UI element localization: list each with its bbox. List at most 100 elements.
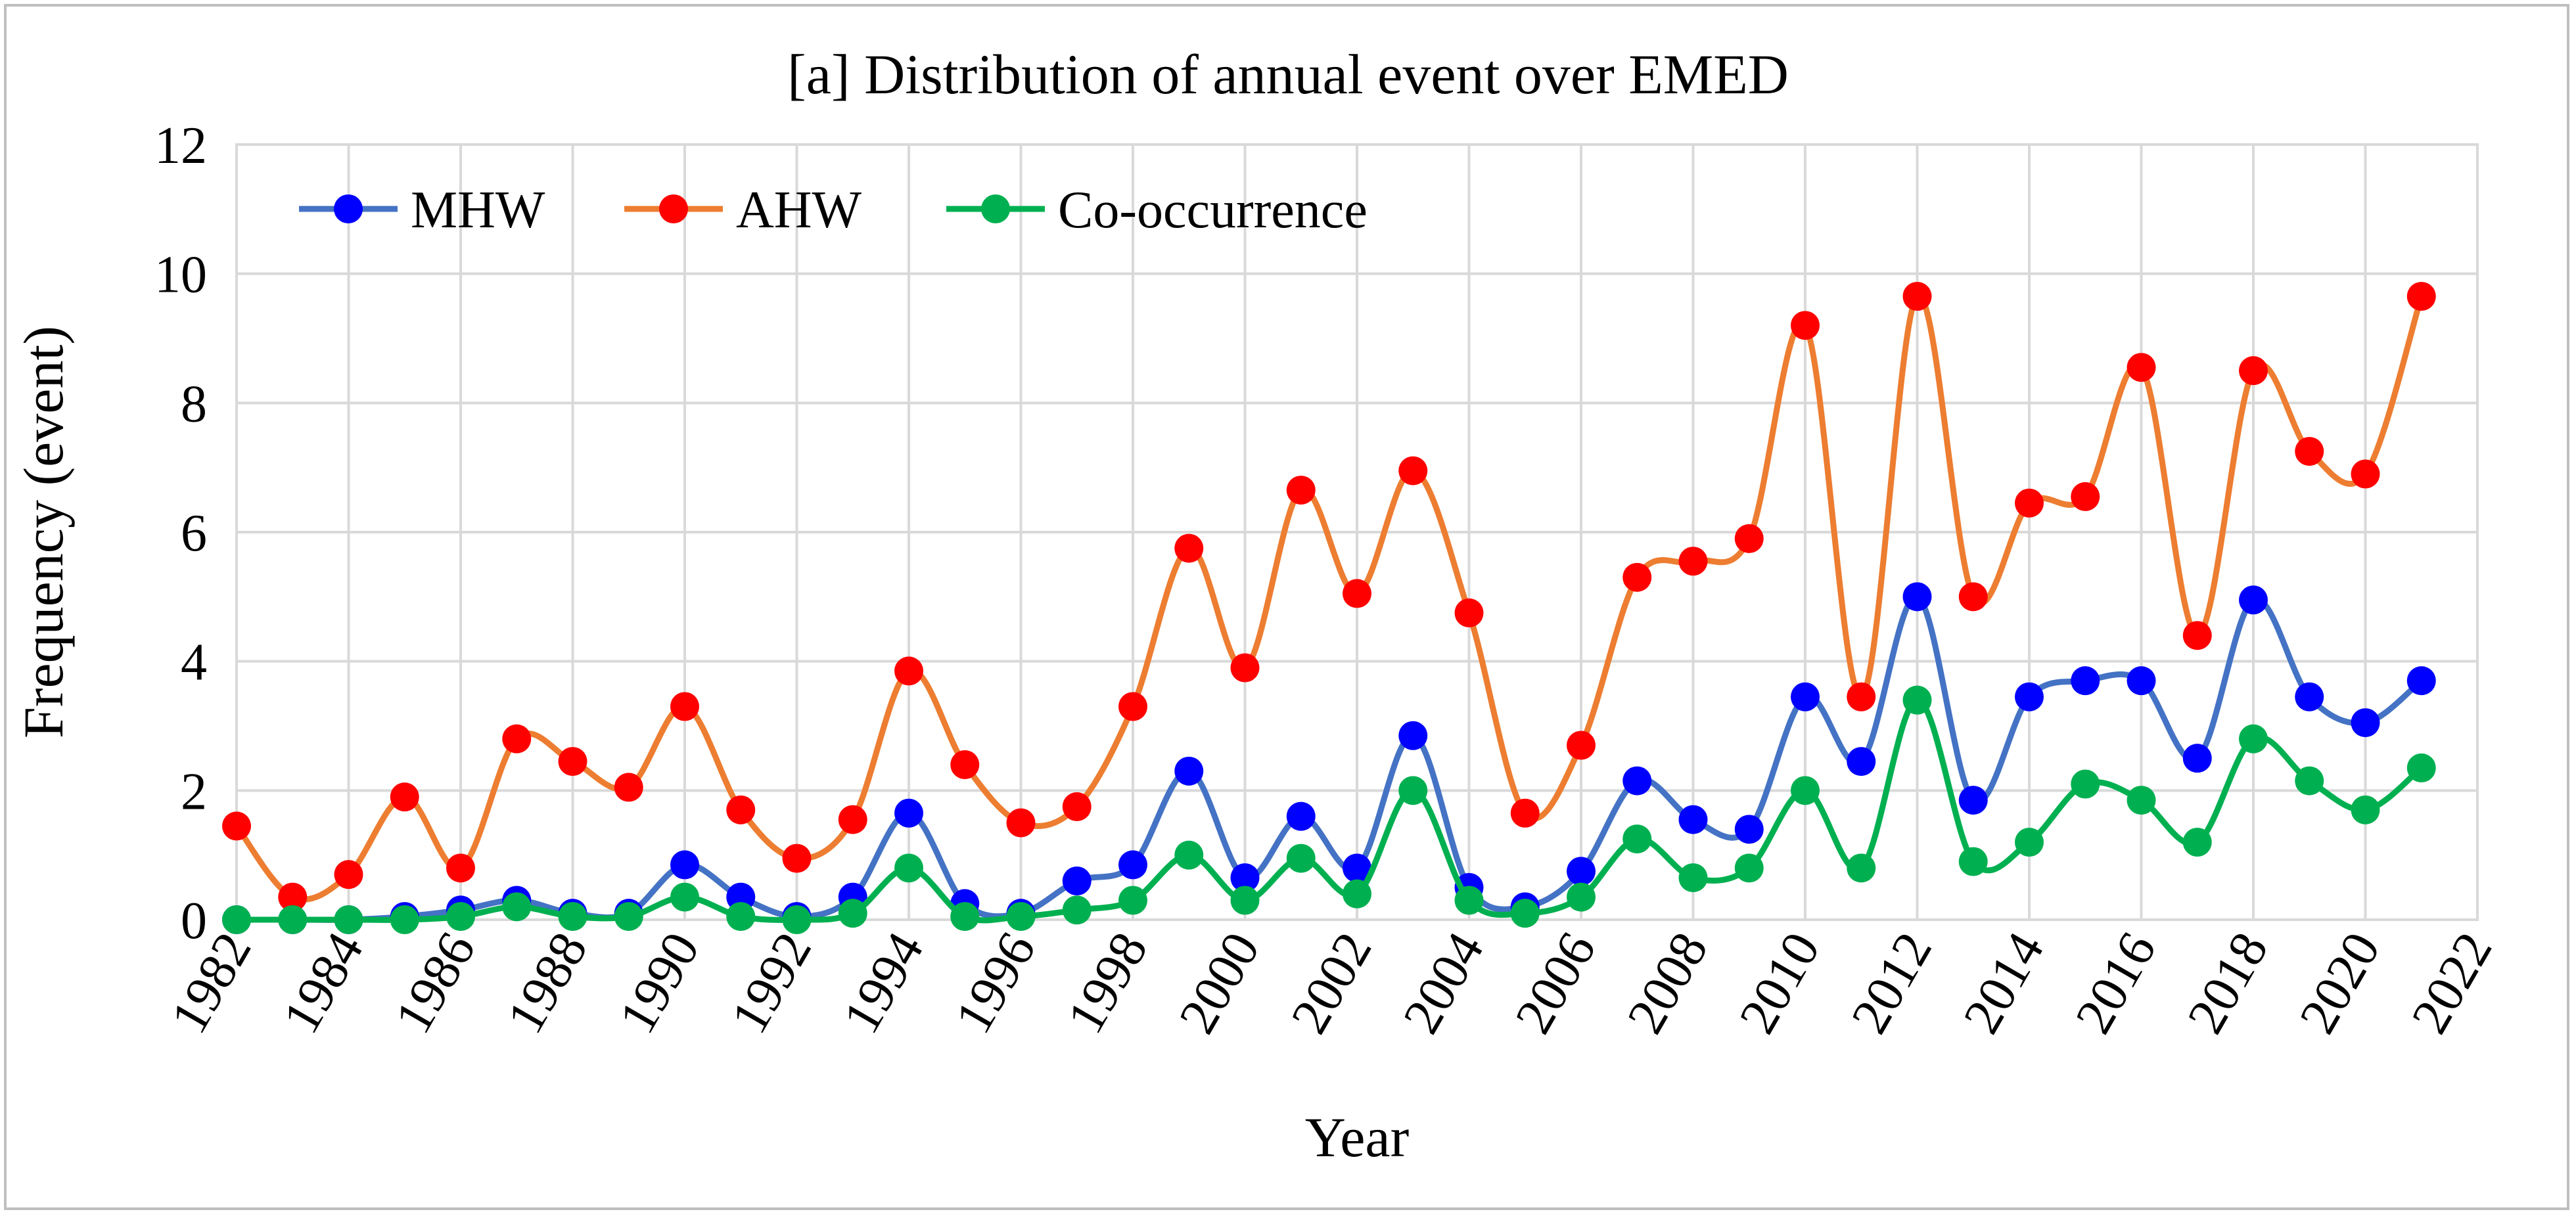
data-point-mhw-2021 bbox=[2406, 666, 2436, 696]
series-ahw bbox=[222, 282, 2436, 912]
data-point-co-occurrence-2001 bbox=[1286, 844, 1316, 873]
y-tick-label: 6 bbox=[181, 505, 207, 562]
data-point-mhw-2002 bbox=[1343, 853, 1371, 883]
data-point-co-occurrence-1982 bbox=[222, 905, 251, 934]
x-tick-label: 2006 bbox=[1504, 923, 1607, 1043]
x-tick-label: 2018 bbox=[2176, 923, 2279, 1043]
x-tick-label: 2008 bbox=[1617, 923, 1719, 1043]
data-point-mhw-2010 bbox=[1791, 682, 1820, 711]
y-axis-ticks: 0 2 4 6 8 10 12 bbox=[154, 117, 207, 950]
data-point-ahw-2003 bbox=[1398, 456, 1428, 485]
x-tick-label: 2002 bbox=[1280, 923, 1383, 1043]
x-tick-label: 2014 bbox=[1952, 923, 2055, 1043]
data-point-ahw-1985 bbox=[390, 782, 419, 812]
data-point-ahw-1992 bbox=[782, 844, 812, 873]
data-point-mhw-2008 bbox=[1678, 805, 1708, 834]
x-tick-label: 2020 bbox=[2289, 923, 2391, 1043]
data-point-mhw-2015 bbox=[2071, 666, 2100, 696]
data-point-co-occurrence-2003 bbox=[1398, 776, 1428, 805]
data-point-mhw-2007 bbox=[1622, 766, 1652, 796]
data-point-ahw-1994 bbox=[894, 656, 923, 686]
data-point-ahw-1988 bbox=[558, 747, 587, 777]
data-point-co-occurrence-1997 bbox=[1062, 895, 1092, 925]
x-tick-label: 1996 bbox=[944, 923, 1047, 1043]
data-point-ahw-2016 bbox=[2127, 353, 2156, 382]
data-point-ahw-1990 bbox=[670, 692, 699, 721]
y-tick-label: 0 bbox=[181, 892, 207, 950]
data-point-co-occurrence-2013 bbox=[1958, 847, 1988, 876]
data-point-co-occurrence-1984 bbox=[334, 905, 363, 934]
y-tick-label: 4 bbox=[181, 634, 207, 692]
x-tick-label: 1988 bbox=[496, 923, 599, 1043]
data-point-co-occurrence-2010 bbox=[1791, 776, 1820, 805]
data-point-co-occurrence-1996 bbox=[1006, 902, 1036, 932]
series-line-co-occurrence bbox=[237, 697, 2424, 924]
data-point-ahw-2021 bbox=[2406, 282, 2436, 311]
data-point-co-occurrence-1993 bbox=[838, 899, 867, 928]
data-point-co-occurrence-1987 bbox=[502, 892, 532, 922]
data-point-co-occurrence-2009 bbox=[1734, 853, 1764, 883]
data-point-co-occurrence-1990 bbox=[670, 882, 699, 912]
x-tick-label: 2012 bbox=[1841, 923, 1943, 1043]
data-point-ahw-2020 bbox=[2351, 459, 2380, 489]
data-point-co-occurrence-2021 bbox=[2406, 753, 2436, 782]
legend-label-co-occurrence: Co-occurrence bbox=[1058, 181, 1368, 239]
data-point-ahw-1984 bbox=[334, 860, 363, 889]
x-tick-label: 2000 bbox=[1168, 923, 1271, 1043]
data-point-ahw-2009 bbox=[1734, 524, 1764, 553]
data-point-ahw-1998 bbox=[1118, 692, 1147, 721]
data-point-mhw-2012 bbox=[1902, 582, 1932, 612]
data-point-ahw-2012 bbox=[1902, 282, 1932, 311]
data-point-ahw-1995 bbox=[950, 750, 980, 779]
data-point-mhw-1997 bbox=[1062, 867, 1092, 895]
data-point-mhw-2018 bbox=[2239, 585, 2268, 615]
data-point-ahw-2005 bbox=[1510, 798, 1540, 828]
legend-marker-mhw bbox=[334, 194, 363, 223]
y-tick-label: 10 bbox=[154, 246, 207, 304]
x-tick-label: 1998 bbox=[1056, 923, 1159, 1043]
data-point-ahw-1983 bbox=[278, 882, 308, 912]
data-point-ahw-1991 bbox=[726, 795, 756, 824]
data-point-co-occurrence-1999 bbox=[1174, 840, 1204, 870]
data-point-co-occurrence-2002 bbox=[1343, 879, 1371, 909]
data-point-mhw-2017 bbox=[2182, 744, 2212, 773]
data-point-mhw-2013 bbox=[1958, 786, 1988, 815]
data-point-co-occurrence-2000 bbox=[1230, 886, 1260, 915]
x-tick-label: 1986 bbox=[384, 923, 486, 1043]
data-point-ahw-2018 bbox=[2239, 356, 2268, 386]
data-point-mhw-2020 bbox=[2351, 708, 2380, 738]
data-point-ahw-2017 bbox=[2182, 621, 2212, 650]
data-point-mhw-2006 bbox=[1567, 857, 1596, 886]
data-point-ahw-1987 bbox=[502, 724, 532, 754]
data-point-ahw-1996 bbox=[1006, 808, 1036, 838]
x-axis-label: Year bbox=[1305, 1106, 1409, 1169]
x-tick-label: 1990 bbox=[608, 923, 710, 1043]
series-line-ahw bbox=[234, 292, 2425, 903]
data-point-mhw-2003 bbox=[1398, 721, 1428, 750]
data-point-mhw-1998 bbox=[1118, 850, 1147, 880]
data-point-co-occurrence-1989 bbox=[614, 902, 643, 932]
legend: MHW AHW Co-occurrence bbox=[299, 181, 1368, 239]
legend-marker-ahw bbox=[659, 194, 688, 223]
data-point-co-occurrence-2008 bbox=[1678, 863, 1708, 893]
legend-item-ahw: AHW bbox=[624, 181, 862, 239]
data-point-ahw-2006 bbox=[1567, 731, 1596, 760]
data-point-co-occurrence-1998 bbox=[1118, 886, 1147, 915]
x-axis-ticks: 1982 1984 1986 1988 1990 1992 1994 1996 1998 2000… bbox=[160, 923, 2503, 1043]
data-point-co-occurrence-2020 bbox=[2351, 795, 2380, 824]
data-point-ahw-1999 bbox=[1174, 533, 1204, 563]
x-tick-label: 2004 bbox=[1392, 923, 1495, 1043]
series-group bbox=[222, 282, 2436, 934]
data-point-ahw-1997 bbox=[1062, 792, 1092, 821]
data-point-mhw-1990 bbox=[670, 850, 699, 880]
legend-label-mhw: MHW bbox=[411, 181, 545, 239]
data-point-ahw-1982 bbox=[222, 811, 251, 841]
data-point-mhw-1994 bbox=[894, 798, 923, 828]
legend-marker-co-occurrence bbox=[981, 194, 1010, 223]
data-point-ahw-2008 bbox=[1678, 547, 1708, 576]
data-point-ahw-2015 bbox=[2071, 482, 2100, 511]
data-point-co-occurrence-1985 bbox=[390, 905, 419, 934]
data-point-co-occurrence-2012 bbox=[1902, 685, 1932, 715]
x-tick-label: 2022 bbox=[2401, 923, 2503, 1043]
